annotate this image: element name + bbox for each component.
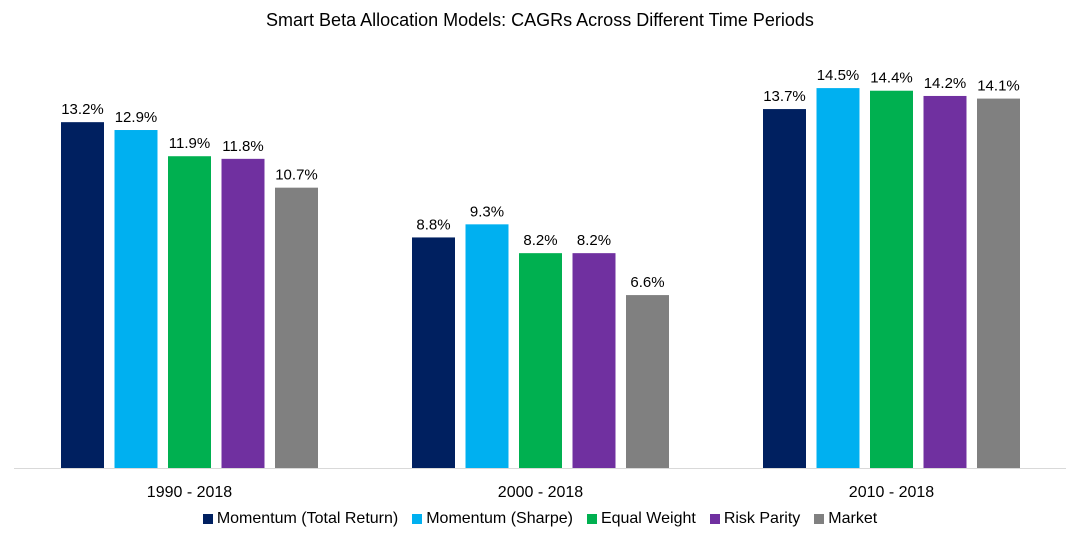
data-label: 13.2%: [61, 101, 104, 118]
legend-swatch: [412, 514, 423, 524]
data-label: 8.2%: [577, 232, 611, 249]
bar: [572, 253, 616, 468]
category-label: 1990 - 2018: [147, 484, 233, 501]
legend: Momentum (Total Return) Momentum (Sharpe)…: [0, 510, 1080, 528]
bar: [465, 224, 509, 468]
bar: [221, 158, 265, 468]
data-label: 13.7%: [763, 88, 806, 105]
bar: [275, 187, 318, 468]
legend-label: Market: [828, 510, 878, 527]
data-label: 6.6%: [630, 274, 664, 291]
data-label: 14.4%: [870, 70, 913, 87]
bar: [763, 109, 806, 468]
bar: [626, 295, 669, 468]
bar: [870, 90, 913, 468]
legend-swatch: [202, 514, 213, 524]
legend-item: Market: [814, 510, 877, 528]
data-label: 12.9%: [115, 109, 158, 126]
bar: [816, 88, 860, 468]
data-label: 14.1%: [977, 78, 1020, 95]
data-label: 9.3%: [470, 203, 504, 220]
data-label: 8.8%: [416, 216, 450, 233]
data-label: 11.8%: [222, 138, 263, 155]
bar: [61, 122, 104, 468]
legend-label: Risk Parity: [723, 510, 801, 527]
data-label: 14.2%: [924, 75, 967, 92]
legend-label: Equal Weight: [600, 510, 696, 527]
legend-item: Risk Parity: [709, 510, 801, 528]
chart-title: Smart Beta Allocation Models: CAGRs Acro…: [266, 10, 814, 30]
data-label: 10.7%: [275, 167, 318, 184]
category-label: 2000 - 2018: [498, 484, 584, 501]
bar: [412, 237, 455, 468]
legend-item: Momentum (Sharpe): [412, 510, 573, 528]
bar: [977, 98, 1020, 468]
bar: [168, 156, 211, 468]
data-label: 8.2%: [523, 232, 557, 249]
bar: [923, 95, 967, 469]
legend-item: Equal Weight: [586, 510, 696, 528]
category-label: 2010 - 2018: [849, 484, 935, 501]
bar: [519, 253, 562, 468]
legend-swatch: [709, 514, 720, 524]
bar: [114, 130, 158, 468]
legend-item: Momentum (Total Return): [202, 510, 399, 528]
legend-swatch: [586, 514, 597, 524]
legend-label: Momentum (Total Return): [216, 510, 399, 527]
data-label: 11.9%: [169, 135, 210, 152]
data-label: 14.5%: [817, 67, 860, 84]
legend-swatch: [814, 514, 825, 524]
legend-label: Momentum (Sharpe): [426, 510, 573, 527]
